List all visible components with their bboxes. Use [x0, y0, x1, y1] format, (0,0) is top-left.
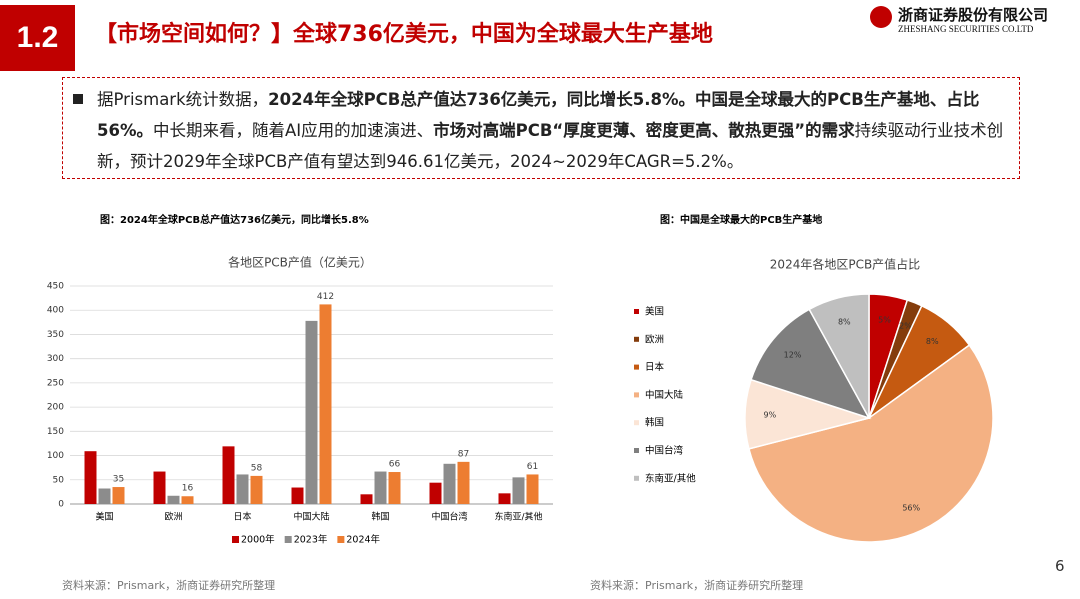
bullet: [73, 94, 83, 104]
x-tick-label: 美国: [95, 511, 113, 523]
legend-label: 中国台湾: [645, 445, 684, 457]
summary-segment: 2024年全球PCB总产值达736亿美元，同比增长5.8%。中国是全球最大的PC…: [97, 90, 980, 140]
y-tick-label: 400: [47, 306, 64, 316]
bar: [250, 475, 263, 504]
legend-label: 2000年: [241, 534, 275, 546]
bar: [98, 488, 111, 504]
logo-en: ZHESHANG SECURITIES CO.LTD: [898, 24, 1034, 34]
chart-title: 2024年各地区PCB产值占比: [770, 257, 920, 272]
data-label: 56%: [902, 503, 920, 512]
bar: [512, 477, 525, 504]
logo-name: 浙商证券股份有限公司: [898, 6, 1049, 24]
data-label: 12%: [784, 350, 802, 359]
bar: [388, 472, 401, 504]
chart-title: 各地区PCB产值（亿美元）: [228, 255, 372, 270]
x-tick-label: 中国大陆: [293, 511, 329, 523]
y-tick-label: 0: [58, 500, 64, 510]
caption: 图：2024年全球PCB总产值达736亿美元，同比增长5.8%: [100, 215, 369, 226]
section-number: 1.2: [0, 5, 75, 71]
data-label: 87: [458, 449, 469, 459]
bar: [443, 463, 456, 504]
pie-slice: [808, 293, 870, 419]
y-tick-label: 150: [47, 427, 64, 437]
legend-label: 2024年: [346, 534, 380, 546]
source: 资料来源：Prismark，浙商证券研究所整理: [590, 579, 804, 592]
data-label: 16: [182, 484, 194, 494]
bar: [181, 496, 194, 504]
pie-slice: [747, 344, 994, 543]
data-label: 5%: [878, 316, 891, 325]
legend-swatch: [634, 364, 639, 370]
data-label: 2%: [899, 321, 912, 330]
x-tick-label: 中国台湾: [431, 511, 467, 523]
legend-label: 中国大陆: [645, 389, 684, 401]
summary-segment: 中长期来看，随着AI应用的加速演进、: [153, 121, 434, 140]
bar: [236, 474, 249, 504]
legend-swatch: [634, 309, 639, 314]
summary-box: 据Prismark统计数据，2024年全球PCB总产值达736亿美元，同比增长5…: [62, 77, 1020, 179]
legend-label: 韩国: [645, 417, 664, 429]
data-label: 58: [251, 463, 263, 473]
bar: [222, 446, 235, 504]
bar: [429, 482, 442, 504]
data-label: 8%: [926, 337, 939, 346]
data-label: 412: [317, 292, 334, 302]
bar: [153, 471, 166, 504]
legend-swatch: [634, 336, 639, 342]
legend-label: 东南亚/其他: [645, 472, 696, 484]
legend-label: 美国: [645, 306, 664, 318]
bar: [360, 494, 373, 504]
data-label: 61: [527, 462, 538, 472]
slide-title: 【市场空间如何？】全球736亿美元，中国为全球最大生产基地: [95, 22, 713, 47]
bar: [319, 304, 332, 504]
legend-swatch: [337, 536, 345, 543]
x-tick-label: 欧洲: [164, 511, 182, 523]
legend-label: 日本: [645, 361, 665, 373]
legend-swatch: [284, 536, 292, 543]
bar: [457, 461, 470, 504]
legend-label: 欧洲: [645, 333, 664, 345]
legend-swatch: [634, 392, 639, 398]
y-tick-label: 200: [47, 403, 64, 413]
caption: 图：中国是全球最大的PCB生产基地: [660, 215, 823, 226]
legend-swatch: [634, 420, 639, 426]
y-tick-label: 300: [47, 354, 64, 364]
x-tick-label: 日本: [233, 511, 251, 523]
logo-icon: [870, 6, 892, 28]
data-label: 35: [113, 475, 124, 485]
bar: [526, 474, 539, 504]
page-number: 6: [1055, 557, 1065, 575]
y-tick-label: 50: [53, 475, 65, 485]
summary-segment: 据Prismark统计数据，: [97, 90, 269, 109]
y-tick-label: 100: [47, 451, 64, 461]
data-label: 8%: [838, 317, 851, 326]
bar: [374, 471, 387, 504]
bar: [84, 451, 97, 504]
y-tick-label: 350: [47, 330, 64, 340]
bar: [498, 493, 511, 504]
y-tick-label: 250: [47, 378, 64, 388]
source: 资料来源：Prismark，浙商证券研究所整理: [62, 579, 276, 592]
legend-swatch: [634, 475, 639, 481]
pie-slice: [750, 308, 871, 420]
bar: [305, 320, 318, 504]
legend-swatch: [232, 536, 239, 543]
summary-text: 据Prismark统计数据，2024年全球PCB总产值达736亿美元，同比增长5…: [97, 84, 1009, 177]
data-label: 9%: [763, 410, 776, 419]
bar: [291, 487, 304, 504]
bar: [112, 487, 125, 504]
summary-segment: 持续驱动行业技术创新，预计2029年全球PCB产值有望达到946.61亿美元，2…: [97, 121, 1004, 171]
legend-label: 2023年: [294, 534, 328, 546]
legend-swatch: [634, 448, 639, 453]
y-tick-label: 450: [47, 282, 64, 292]
x-tick-label: 东南亚/其他: [494, 511, 542, 523]
bar: [167, 495, 180, 504]
data-label: 66: [389, 460, 401, 470]
x-tick-label: 韩国: [371, 511, 389, 523]
summary-segment: 市场对高端PCB“厚度更薄、密度更高、散热更强”的需求: [433, 121, 855, 140]
